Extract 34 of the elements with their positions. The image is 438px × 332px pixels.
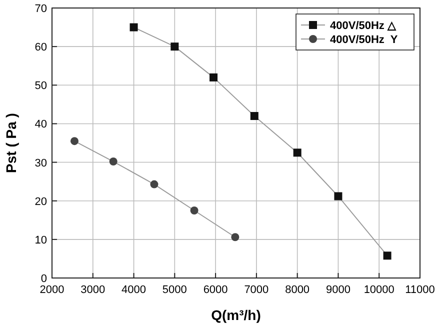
y-tick-label: 10	[34, 234, 47, 246]
point	[293, 148, 302, 157]
point	[334, 192, 342, 200]
point	[231, 233, 240, 242]
y-axis-title: Pst ( Pa )	[3, 113, 19, 173]
x-tick-label: 2000	[40, 284, 64, 296]
x-axis-title: Q(m³/h)	[211, 307, 261, 323]
x-tick-label: 6000	[203, 284, 228, 296]
y-tick-label: 60	[34, 42, 47, 54]
point	[383, 252, 392, 260]
point	[210, 73, 218, 82]
x-tick-label: 4000	[122, 284, 146, 296]
point	[170, 42, 179, 51]
y-tick-label: 50	[34, 80, 47, 92]
x-tick-label: 10000	[364, 284, 394, 296]
x-tick-label: 11000	[405, 284, 435, 296]
x-tick-label: 8000	[285, 284, 310, 296]
x-tick-label: 5000	[162, 284, 187, 296]
point	[130, 23, 138, 32]
x-tick-label: 3000	[80, 284, 106, 296]
legend-label: 400V/50Hz △	[330, 20, 396, 32]
x-tick-label: 9000	[326, 284, 350, 296]
y-tick-label: 40	[34, 118, 47, 131]
legend-label: 400V/50Hz Y	[330, 34, 398, 46]
point	[70, 137, 78, 146]
x-tick-label: 7000	[244, 284, 269, 296]
y-tick-label: 70	[34, 3, 47, 15]
point	[150, 180, 158, 188]
point	[250, 112, 258, 120]
y-tick-label: 0	[40, 273, 47, 285]
y-tick-label: 30	[34, 157, 47, 170]
point	[109, 158, 118, 166]
point	[190, 206, 198, 214]
y-tick-label: 20	[34, 196, 47, 208]
